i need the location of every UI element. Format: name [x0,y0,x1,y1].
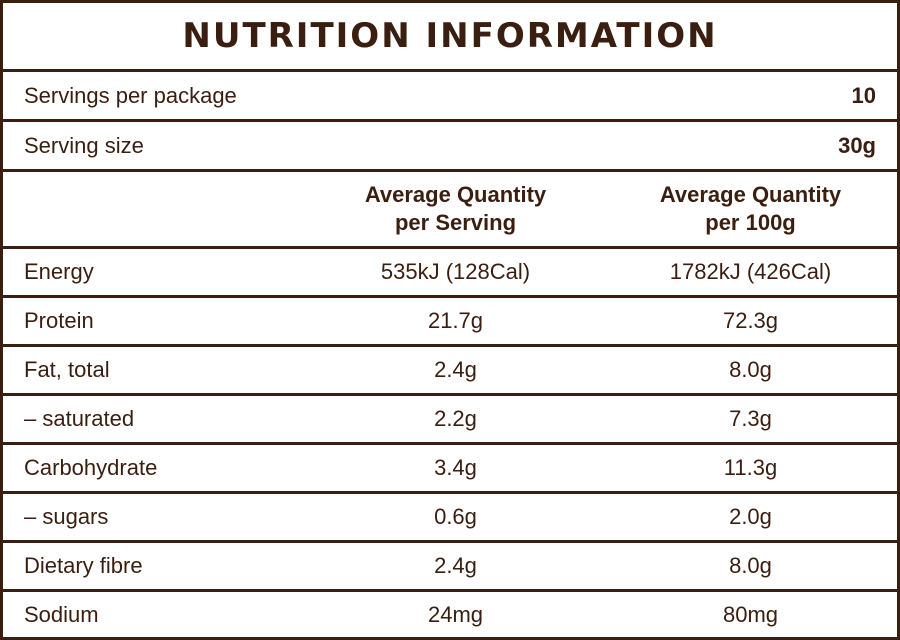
nutrient-label: Sodium [24,602,99,627]
nutrient-label: Carbohydrate [24,455,158,480]
nutrient-row-saturated: – saturated 2.2g 7.3g [3,396,897,445]
servings-label: Servings per package [24,82,237,108]
serving-size-row: Serving size 30g [3,122,897,172]
per-100g-value: 72.3g [722,308,779,333]
nutrient-row-carbohydrate: Carbohydrate 3.4g 11.3g [3,445,897,494]
per-serving-header-line2: per Serving [394,210,517,235]
per-serving-value: 2.4g [434,553,477,578]
nutrient-label: Energy [24,259,94,284]
per-serving-value: 2.4g [434,357,477,382]
per-100g-header: Average Quantity per 100g [603,172,898,246]
per-serving-value: 3.4g [434,455,477,480]
serving-size-value: 30g [838,132,876,158]
per-100g-value: 1782kJ (426Cal) [669,259,832,284]
per-100g-value: 2.0g [729,504,772,529]
nutrient-label: – sugars [24,504,109,529]
per-serving-value: 0.6g [434,504,477,529]
per-serving-value: 24mg [427,602,484,627]
column-header-row: Average Quantity per Serving Average Qua… [3,172,897,249]
serving-size-label: Serving size [24,132,144,158]
per-100g-header-line2: per 100g [705,210,796,235]
panel-title: NUTRITION INFORMATION [3,3,897,72]
per-100g-value: 8.0g [729,553,772,578]
per-100g-value: 11.3g [723,455,778,480]
nutrient-label: Protein [24,308,94,333]
per-100g-value: 8.0g [729,357,772,382]
nutrient-label: Fat, total [24,357,110,382]
nutrient-label: Dietary fibre [24,553,143,578]
per-100g-header-line1: Average Quantity [659,182,842,207]
nutrient-row-fat-total: Fat, total 2.4g 8.0g [3,347,897,396]
nutrient-label: – saturated [24,406,135,431]
per-serving-value: 535kJ (128Cal) [380,259,531,284]
nutrient-row-dietary-fibre: Dietary fibre 2.4g 8.0g [3,543,897,592]
per-serving-header: Average Quantity per Serving [308,172,603,246]
nutrient-row-protein: Protein 21.7g 72.3g [3,298,897,347]
servings-row: Servings per package 10 [3,72,897,122]
per-serving-value: 21.7g [427,308,484,333]
per-serving-header-line1: Average Quantity [364,182,547,207]
nutrient-row-sugars: – sugars 0.6g 2.0g [3,494,897,543]
per-100g-value: 80mg [722,602,779,627]
servings-value: 10 [851,82,876,108]
nutrient-row-energy: Energy 535kJ (128Cal) 1782kJ (426Cal) [3,249,897,298]
per-100g-value: 7.3g [729,406,772,431]
per-serving-value: 2.2g [434,406,477,431]
nutrient-row-sodium: Sodium 24mg 80mg [3,592,897,638]
